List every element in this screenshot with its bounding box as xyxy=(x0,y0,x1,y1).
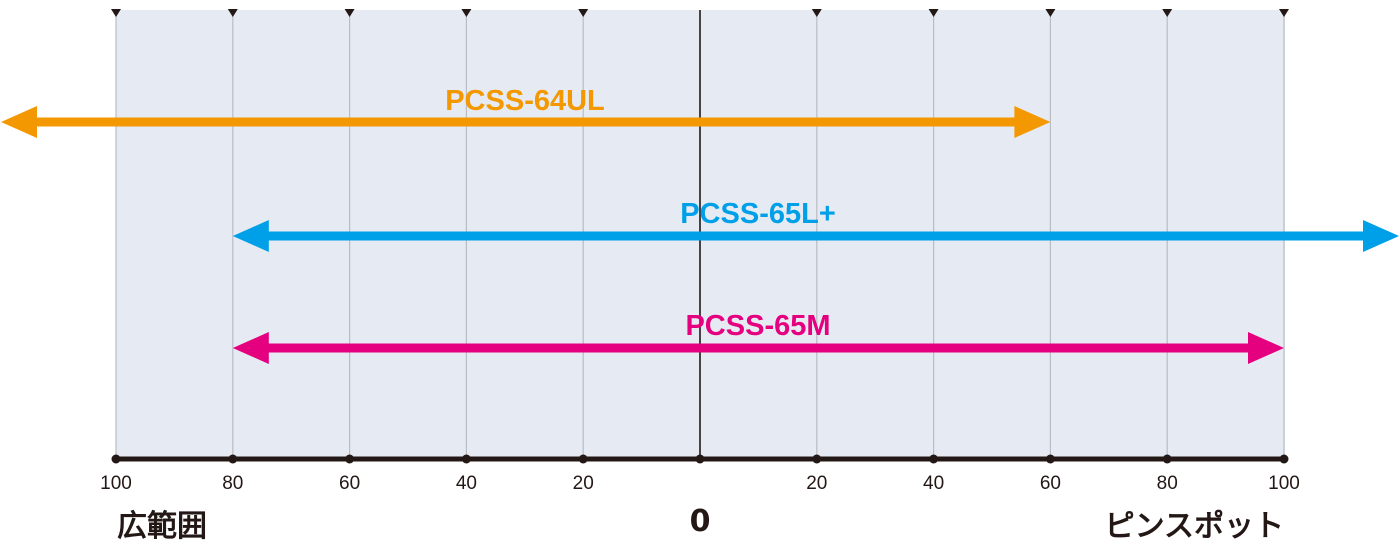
axis-tick-dot xyxy=(1045,454,1055,464)
tick-label: 40 xyxy=(923,473,944,494)
arrow-shaft xyxy=(266,231,1365,241)
range-arrow: PCSS-65M xyxy=(232,310,1284,364)
top-tick-markers xyxy=(111,9,1289,17)
range-arrow: PCSS-64UL xyxy=(1,85,1051,138)
axis-tick-dot xyxy=(228,454,238,464)
range-label: PCSS-64UL xyxy=(445,85,605,117)
center-zero-label: 0 xyxy=(690,504,711,539)
range-arrow: PCSS-65L+ xyxy=(232,198,1399,252)
tick-label: 60 xyxy=(339,473,360,494)
tick-label: 40 xyxy=(456,473,477,494)
arrow-head-left xyxy=(1,106,37,138)
arrow-head-right xyxy=(1014,106,1051,138)
range-label: PCSS-65M xyxy=(685,310,830,342)
tick-label: 60 xyxy=(1040,473,1061,494)
arrow-head-left xyxy=(232,220,269,252)
axis-tick-labels: 100 80 60 40 20 20 40 60 80 100 xyxy=(100,473,1300,494)
axis-tick-dot xyxy=(1279,454,1289,464)
tick-label: 100 xyxy=(100,473,132,494)
top-tick-marker xyxy=(461,9,472,17)
axis-tick-dot xyxy=(345,454,355,464)
top-tick-marker xyxy=(111,9,121,17)
tick-label: 20 xyxy=(806,473,827,494)
range-arrows: PCSS-64UL PCSS-65L+ PCSS-65M xyxy=(1,85,1399,364)
axis-tick-dot xyxy=(929,454,939,464)
top-tick-marker xyxy=(928,9,939,17)
arrow-head-right xyxy=(1363,220,1399,252)
tick-label: 100 xyxy=(1268,473,1300,494)
range-label: PCSS-65L+ xyxy=(680,198,836,230)
top-tick-marker xyxy=(227,9,238,17)
top-tick-marker xyxy=(578,9,589,17)
top-tick-marker xyxy=(344,9,355,17)
arrow-head-right xyxy=(1248,332,1284,364)
axis-tick-dot xyxy=(578,454,588,464)
tick-label: 80 xyxy=(1157,473,1178,494)
arrow-head-left xyxy=(232,332,269,364)
axis-tick-dot xyxy=(1162,454,1172,464)
pinpoint-label: ピンスポット xyxy=(1105,509,1284,544)
top-tick-marker xyxy=(1045,9,1056,17)
top-tick-marker xyxy=(811,9,822,17)
axis-tick-dot xyxy=(461,454,471,464)
top-tick-marker xyxy=(1279,9,1289,17)
axis-tick-dot xyxy=(111,454,121,464)
top-tick-marker xyxy=(1162,9,1173,17)
wide-range-label: 広範囲 xyxy=(117,509,207,544)
axis-tick-dots xyxy=(111,454,1289,464)
arrow-shaft xyxy=(35,117,1017,127)
axis-tick-dot xyxy=(812,454,822,464)
arrow-shaft xyxy=(266,343,1250,353)
tick-label: 20 xyxy=(573,473,594,494)
axis-tick-dot xyxy=(695,454,705,464)
tick-label: 80 xyxy=(222,473,243,494)
